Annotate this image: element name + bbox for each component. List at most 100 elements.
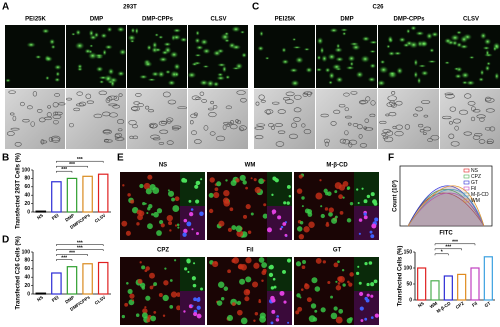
cell <box>30 121 35 127</box>
cell <box>98 90 108 96</box>
cell <box>53 64 62 71</box>
cell <box>454 125 459 131</box>
cell <box>183 218 188 223</box>
cell <box>348 282 353 287</box>
cell <box>329 27 339 33</box>
cell <box>386 130 394 136</box>
cell <box>200 178 203 181</box>
x-tick-label: M-β-CD <box>436 300 453 314</box>
cell <box>258 300 262 304</box>
cell <box>77 63 83 70</box>
cell <box>347 122 352 126</box>
cell <box>102 111 111 117</box>
cell <box>297 226 303 232</box>
bar <box>66 266 78 295</box>
cell <box>299 296 302 299</box>
cell <box>417 77 422 85</box>
cell <box>187 71 197 79</box>
cell <box>55 71 61 77</box>
cell <box>176 223 180 227</box>
cell <box>157 70 166 78</box>
significance-bracket <box>56 165 88 168</box>
histogram-curve <box>407 192 485 227</box>
cell <box>132 299 135 302</box>
cell <box>448 133 455 139</box>
cell <box>369 63 377 69</box>
cell <box>320 113 329 118</box>
cell <box>145 295 151 301</box>
cell <box>115 137 125 141</box>
cell <box>68 122 74 128</box>
cell <box>266 109 271 115</box>
y-tick-label: 20 <box>24 283 30 289</box>
cell <box>109 112 118 118</box>
cell <box>93 113 103 119</box>
significance-label: *** <box>77 245 83 251</box>
cell <box>199 211 204 216</box>
cell <box>301 196 305 200</box>
cell <box>182 232 187 237</box>
cell <box>224 31 230 36</box>
cell <box>225 179 228 182</box>
cell <box>259 315 267 323</box>
brightfield-image <box>254 89 315 149</box>
cell <box>285 91 295 97</box>
cell <box>254 312 259 316</box>
cell <box>19 101 25 107</box>
cell <box>423 114 429 118</box>
cell <box>127 34 137 42</box>
cell <box>213 192 220 199</box>
cell <box>112 104 121 109</box>
cell <box>342 283 346 287</box>
cell <box>176 292 181 297</box>
cell <box>193 312 198 317</box>
cell <box>235 178 240 183</box>
cell <box>492 46 497 52</box>
cell <box>152 187 160 195</box>
cell <box>166 117 174 123</box>
cell <box>110 79 116 88</box>
cell <box>335 316 343 324</box>
cell <box>379 120 387 125</box>
cell <box>66 97 73 101</box>
panel-label: F <box>388 153 394 164</box>
cell-line: C26 <box>372 5 384 11</box>
cell <box>153 311 157 314</box>
cell <box>486 138 494 144</box>
cell <box>324 141 330 147</box>
cell <box>259 30 264 37</box>
cell <box>258 298 261 302</box>
cell <box>361 187 364 190</box>
cell <box>293 94 302 100</box>
cell <box>339 210 344 215</box>
x-tick-label: PEI <box>51 213 60 221</box>
cell <box>347 54 356 63</box>
cell <box>169 279 173 282</box>
cell <box>483 38 492 46</box>
y-tick-label: 60 <box>24 266 30 272</box>
cell <box>8 90 16 94</box>
cell <box>311 277 318 284</box>
cell <box>195 199 200 204</box>
cell <box>45 75 50 81</box>
cell <box>338 194 343 200</box>
cell <box>350 91 358 95</box>
cell <box>156 208 163 214</box>
cell <box>288 194 292 198</box>
cell <box>240 98 247 103</box>
cell <box>121 314 125 319</box>
cell <box>144 269 148 273</box>
cell <box>357 265 360 268</box>
column-label: CPZ <box>157 248 169 254</box>
legend-label: CPZ <box>471 174 481 180</box>
legend-swatch <box>463 174 470 179</box>
cell <box>283 201 287 205</box>
cell <box>275 318 280 322</box>
cell <box>208 208 214 214</box>
cell <box>419 129 425 133</box>
cell <box>268 265 273 270</box>
cell <box>402 42 410 48</box>
cell <box>277 215 282 220</box>
cell <box>227 227 232 232</box>
cell <box>253 178 257 182</box>
